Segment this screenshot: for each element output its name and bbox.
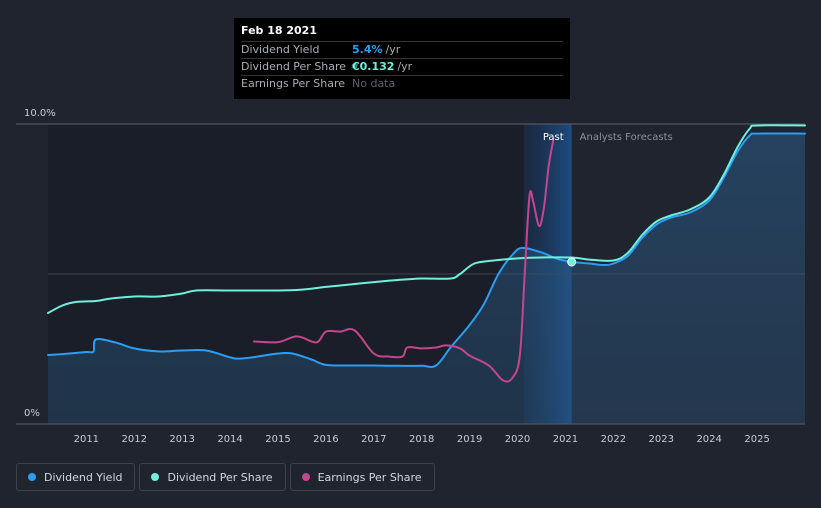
- tooltip-value: 5.4%: [352, 43, 383, 56]
- earnings-per-share-line: [253, 138, 555, 383]
- dividend-per-share-line: [47, 124, 806, 314]
- legend-dividend-yield[interactable]: Dividend Yield: [16, 463, 136, 491]
- dividend-yield-area: [48, 133, 805, 424]
- dot-icon: [151, 473, 160, 481]
- y-tick-label-top: 10.0%: [24, 108, 56, 119]
- tooltip-value: €0.132: [352, 60, 395, 73]
- legend-earnings-per-share[interactable]: Earnings Per Share: [289, 463, 435, 491]
- x-tick-label: 2019: [457, 434, 482, 445]
- x-tick-label: 2021: [553, 434, 578, 445]
- dot-icon: [28, 473, 36, 481]
- tooltip-row-dividend-yield: Dividend Yield 5.4% /yr: [241, 41, 563, 58]
- past-label: Past: [543, 132, 564, 143]
- legend-label: Dividend Per Share: [167, 470, 273, 484]
- x-tick-label: 2022: [601, 434, 626, 445]
- legend-label: Dividend Yield: [44, 470, 123, 484]
- dividend-yield-line: [47, 132, 806, 368]
- x-tick-label: 2011: [74, 434, 99, 445]
- y-tick-label-bottom: 0%: [24, 408, 40, 419]
- x-tick-label: 2016: [313, 434, 338, 445]
- dot-icon: [301, 473, 310, 481]
- x-tick-label: 2023: [649, 434, 674, 445]
- x-tick-label: 2015: [265, 434, 290, 445]
- forecast-label: Analysts Forecasts: [580, 132, 673, 143]
- x-tick-label: 2013: [169, 434, 194, 445]
- tooltip-row-dividend-per-share: Dividend Per Share €0.132 /yr: [241, 58, 563, 75]
- tooltip-unit: /yr: [397, 60, 413, 73]
- tooltip-row-earnings-per-share: Earnings Per Share No data: [241, 75, 563, 92]
- tooltip-value: No data: [352, 77, 396, 90]
- tooltip-label: Dividend Yield: [241, 43, 320, 56]
- tooltip-label: Earnings Per Share: [241, 77, 346, 90]
- tooltip-unit: /yr: [385, 43, 401, 56]
- x-tick-label: 2020: [505, 434, 530, 445]
- x-tick-label: 2017: [361, 434, 386, 445]
- x-tick-label: 2018: [409, 434, 434, 445]
- tooltip-label: Dividend Per Share: [241, 60, 347, 73]
- legend-label: Earnings Per Share: [317, 470, 422, 484]
- x-tick-label: 2024: [696, 434, 721, 445]
- legend-dividend-per-share[interactable]: Dividend Per Share: [139, 463, 286, 491]
- x-tick-label: 2025: [744, 434, 769, 445]
- tooltip: Feb 18 2021 Dividend Yield 5.4% /yr Divi…: [234, 18, 570, 99]
- current-point-marker[interactable]: [567, 257, 577, 267]
- x-tick-label: 2014: [217, 434, 242, 445]
- tooltip-date: Feb 18 2021: [241, 24, 317, 37]
- legend: Dividend Yield Dividend Per Share Earnin…: [16, 463, 435, 491]
- x-tick-label: 2012: [122, 434, 147, 445]
